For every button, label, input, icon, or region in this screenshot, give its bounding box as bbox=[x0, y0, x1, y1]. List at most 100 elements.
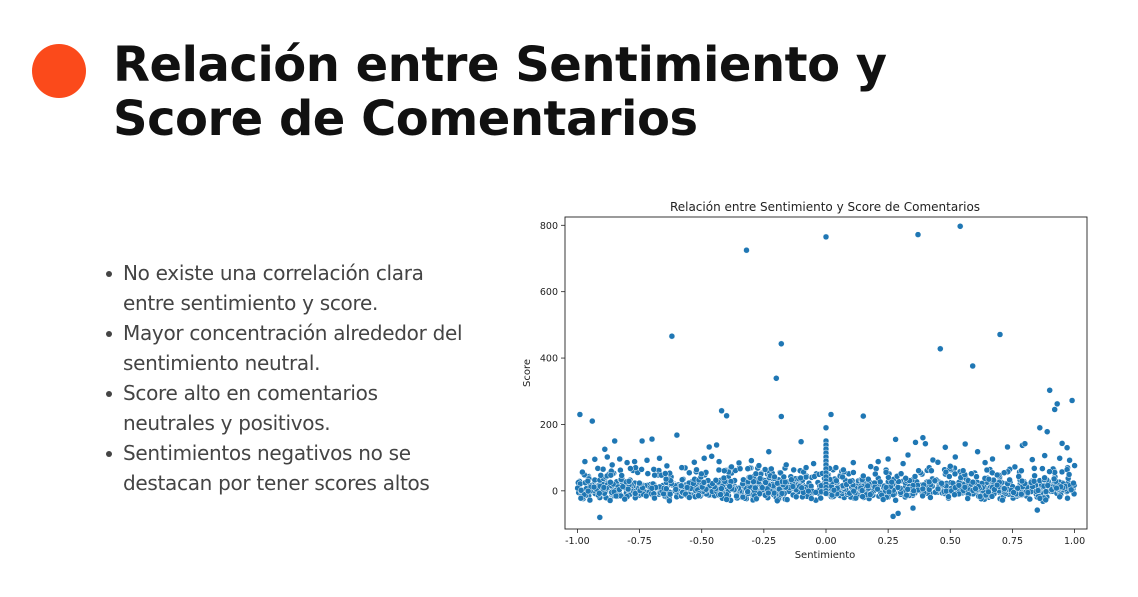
scatter-point bbox=[1056, 493, 1063, 501]
scatter-point bbox=[942, 444, 949, 451]
scatter-point bbox=[993, 471, 1001, 479]
scatter-point bbox=[597, 472, 605, 479]
y-tick-label: 0 bbox=[552, 486, 558, 497]
scatter-point bbox=[607, 479, 614, 486]
scatter-point bbox=[976, 493, 984, 500]
scatter-point bbox=[792, 493, 800, 501]
scatter-point bbox=[1024, 489, 1032, 496]
scatter-point bbox=[910, 487, 917, 495]
scatter-point bbox=[927, 494, 934, 501]
scatter-point bbox=[1036, 424, 1044, 432]
scatter-point bbox=[717, 491, 724, 498]
scatter-point bbox=[968, 470, 975, 477]
scatter-point bbox=[758, 484, 766, 491]
scatter-point bbox=[746, 474, 754, 481]
scatter-point bbox=[778, 413, 785, 420]
scatter-point bbox=[744, 488, 751, 495]
scatter-point bbox=[865, 475, 872, 483]
scatter-point bbox=[765, 489, 772, 497]
y-tick-label: 400 bbox=[540, 354, 558, 365]
scatter-point bbox=[934, 459, 942, 466]
x-tick-label: 1.00 bbox=[1064, 536, 1085, 547]
slide-title: Relación entre Sentimiento y Score de Co… bbox=[113, 37, 887, 147]
scatter-point bbox=[608, 461, 616, 469]
scatter-point bbox=[577, 494, 585, 502]
axis-ticks: -1.00 -0.75 -0.50 -0.25 0.00 0.25 0.50 0.75 1.00… bbox=[540, 221, 1085, 547]
x-tick-label: -0.50 bbox=[689, 536, 714, 547]
scatter-point bbox=[718, 407, 725, 415]
scatter-point bbox=[989, 455, 996, 463]
scatter-point bbox=[874, 458, 882, 465]
scatter-point bbox=[860, 472, 867, 480]
scatter-point bbox=[624, 485, 632, 493]
scatter-point bbox=[638, 437, 646, 445]
scatter-point bbox=[882, 469, 890, 476]
x-tick-label: 0.75 bbox=[1002, 536, 1023, 547]
bullet-item: Sentimientos negativos no se destacan po… bbox=[104, 438, 464, 498]
scatter-point bbox=[1001, 485, 1008, 492]
scatter-point bbox=[802, 473, 810, 481]
scatter-point bbox=[686, 494, 693, 501]
scatter-point bbox=[668, 332, 676, 340]
scatter-point bbox=[1039, 465, 1046, 472]
scatter-point bbox=[938, 480, 945, 487]
scatter-point bbox=[812, 489, 820, 496]
scatter-point bbox=[631, 490, 639, 497]
scatter-point bbox=[1041, 474, 1048, 482]
scatter-point bbox=[743, 246, 750, 254]
scatter-point bbox=[802, 464, 810, 471]
scatter-point bbox=[798, 484, 805, 492]
scatter-point bbox=[666, 497, 673, 505]
scatter-point bbox=[596, 490, 603, 497]
scatter-point bbox=[1029, 456, 1036, 463]
scatter-point bbox=[1018, 477, 1026, 485]
scatter-point bbox=[1053, 400, 1061, 408]
scatter-point bbox=[981, 459, 989, 466]
scatter-point bbox=[663, 462, 671, 470]
scatter-point bbox=[850, 487, 857, 495]
scatter-point bbox=[983, 466, 991, 474]
scatter-point bbox=[969, 362, 976, 370]
scatter-point bbox=[914, 231, 922, 238]
scatter-point bbox=[874, 485, 881, 493]
accent-circle bbox=[32, 44, 86, 98]
scatter-point bbox=[736, 465, 744, 472]
scatter-point bbox=[833, 477, 840, 485]
scatter-point bbox=[611, 437, 618, 445]
scatter-point bbox=[1044, 482, 1052, 489]
scatter-point bbox=[656, 455, 663, 462]
scatter-point bbox=[720, 474, 728, 482]
scatter-point bbox=[1026, 495, 1034, 503]
scatter-point bbox=[596, 514, 604, 521]
scatter-point bbox=[1021, 440, 1029, 447]
x-tick-label: 0.00 bbox=[815, 536, 836, 547]
scatter-point bbox=[650, 466, 658, 473]
scatter-point bbox=[1058, 440, 1066, 447]
scatter-point bbox=[892, 436, 899, 443]
scatter-point bbox=[1043, 428, 1051, 435]
scatter-point bbox=[589, 417, 596, 425]
scatter-point bbox=[606, 497, 614, 504]
scatter-point bbox=[1031, 465, 1038, 472]
scatter-point bbox=[904, 451, 912, 459]
scatter-point bbox=[752, 470, 760, 478]
scatter-point bbox=[683, 484, 691, 491]
scatter-point bbox=[911, 473, 919, 480]
scatter-point bbox=[985, 488, 992, 496]
scatter-point bbox=[627, 465, 634, 472]
scatter-point bbox=[988, 493, 996, 500]
scatter-point bbox=[925, 478, 933, 486]
scatter-point bbox=[612, 492, 620, 500]
scatter-point bbox=[723, 496, 730, 503]
scatter-point bbox=[1042, 496, 1049, 504]
scatter-point bbox=[693, 466, 700, 474]
scatter-point bbox=[590, 483, 598, 491]
scatter-point bbox=[1000, 469, 1008, 476]
scatter-point bbox=[638, 466, 645, 473]
scatter-point bbox=[748, 457, 755, 464]
scatter-point bbox=[621, 495, 628, 503]
scatter-point bbox=[584, 487, 592, 495]
scatter-point bbox=[631, 458, 638, 465]
bullet-list: No existe una correlación clara entre se… bbox=[104, 258, 464, 498]
scatter-point bbox=[934, 485, 942, 493]
